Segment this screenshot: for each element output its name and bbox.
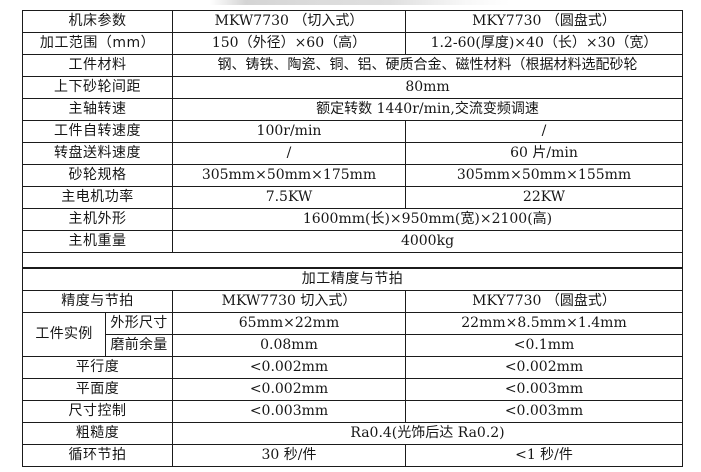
row-label: 尺寸控制	[22, 400, 173, 423]
row-value-mkw: 150（外径）×60（高）	[172, 32, 406, 55]
row-label: 平行度	[22, 356, 173, 379]
row-value-mky: <0.002mm	[405, 356, 683, 379]
accuracy-table: 加工精度与节拍 精度与节拍 MKW7730 切入式） MKY7730 （圆盘式）…	[22, 268, 683, 467]
row-value-mky: 22KW	[405, 186, 683, 209]
row-value-mkw: 305mm×50mm×175mm	[172, 164, 406, 187]
row-value-mky: /	[405, 120, 683, 143]
row-value-mky: <0.003mm	[405, 400, 683, 423]
accuracy-header-col-mky: MKY7730 （圆盘式）	[405, 290, 683, 313]
row-label: 主轴转速	[22, 98, 173, 121]
row-value-mkw: <0.003mm	[172, 400, 406, 423]
table-row: 上下砂轮间距 80mm	[22, 76, 683, 99]
table-row: 工件自转速度 100r/min /	[22, 120, 683, 143]
row-label: 砂轮规格	[22, 164, 173, 187]
row-value-mkw: 7.5KW	[172, 186, 406, 209]
row-label: 加工范围（mm）	[22, 32, 173, 55]
table-row: 主机外形 1600mm(长)×950mm(宽)×2100(高)	[22, 208, 683, 231]
row-value-merged: 80mm	[172, 76, 683, 99]
table-row: 平面度 <0.002mm <0.003mm	[22, 378, 683, 401]
specification-sheet: 机床参数 MKW7730 （切入式） MKY7730 （圆盘式） 加工范围（mm…	[22, 10, 683, 467]
row-label: 上下砂轮间距	[22, 76, 173, 99]
row-value-mkw: 30 秒/件	[172, 444, 406, 467]
table-row: 循环节拍 30 秒/件 <1 秒/件	[22, 444, 683, 467]
header-col-mkw: MKW7730 （切入式）	[172, 10, 406, 33]
accuracy-header-col-mkw: MKW7730 切入式）	[172, 290, 406, 313]
row-label: 循环节拍	[22, 444, 173, 467]
row-label: 工件自转速度	[22, 120, 173, 143]
table-row: 主机重量 4000kg	[22, 230, 683, 253]
row-value-mky: 22mm×8.5mm×1.4mm	[405, 312, 683, 335]
row-value-mkw: /	[172, 142, 406, 165]
row-label: 主电机功率	[22, 186, 173, 209]
table-row-header: 精度与节拍 MKW7730 切入式） MKY7730 （圆盘式）	[22, 290, 683, 313]
row-label: 转盘送料速度	[22, 142, 173, 165]
row-value-merged: 钢、铸铁、陶瓷、铜、铝、硬质合金、磁性材料（根据材料选配砂轮	[172, 54, 683, 77]
table-row: 工件材料 钢、铸铁、陶瓷、铜、铝、硬质合金、磁性材料（根据材料选配砂轮	[22, 54, 683, 77]
table-row: 工件实例 外形尺寸 65mm×22mm 22mm×8.5mm×1.4mm	[22, 312, 683, 357]
table-row: 加工范围（mm） 150（外径）×60（高） 1.2-60(厚度)×40（长）×…	[22, 32, 683, 55]
accuracy-section-title: 加工精度与节拍	[22, 268, 683, 291]
row-label: 工件材料	[22, 54, 173, 77]
table-row-header: 机床参数 MKW7730 （切入式） MKY7730 （圆盘式）	[22, 10, 683, 33]
workpiece-sub-label: 磨前余量	[105, 334, 173, 357]
row-value-mkw: 65mm×22mm	[172, 312, 406, 335]
table-row: 主轴转速 额定转数 1440r/min,交流变频调速	[22, 98, 683, 121]
scan-artifact	[210, 0, 510, 5]
row-value-merged: Ra0.4(光饰后达 Ra0.2)	[172, 422, 683, 445]
table-row-section-title: 加工精度与节拍	[22, 268, 683, 291]
row-value-merged: 4000kg	[172, 230, 683, 253]
row-value-mky: <0.1mm	[405, 334, 683, 357]
table-row: 转盘送料速度 / 60 片/min	[22, 142, 683, 165]
row-value-merged: 1600mm(长)×950mm(宽)×2100(高)	[172, 208, 683, 231]
row-value-merged: 额定转数 1440r/min,交流变频调速	[172, 98, 683, 121]
machine-specs-table: 机床参数 MKW7730 （切入式） MKY7730 （圆盘式） 加工范围（mm…	[22, 10, 683, 268]
row-label: 主机重量	[22, 230, 173, 253]
row-value-mky: 60 片/min	[405, 142, 683, 165]
row-value-mkw: <0.002mm	[172, 378, 406, 401]
row-value-mkw: 0.08mm	[172, 334, 406, 357]
row-value-mky: 305mm×50mm×155mm	[405, 164, 683, 187]
row-label: 平面度	[22, 378, 173, 401]
row-value-mky: <1 秒/件	[405, 444, 683, 467]
table-row: 砂轮规格 305mm×50mm×175mm 305mm×50mm×155mm	[22, 164, 683, 187]
header-param-label: 机床参数	[22, 10, 173, 33]
workpiece-example-label: 工件实例	[22, 312, 106, 357]
row-value-mky: 1.2-60(厚度)×40（长）×30（宽）	[405, 32, 683, 55]
row-label: 主机外形	[22, 208, 173, 231]
workpiece-sub-label: 外形尺寸	[105, 312, 173, 335]
row-value-mky: <0.003mm	[405, 378, 683, 401]
spacer-cell	[22, 252, 683, 268]
row-label: 粗糙度	[22, 422, 173, 445]
table-row: 平行度 <0.002mm <0.002mm	[22, 356, 683, 379]
row-value-mkw: 100r/min	[172, 120, 406, 143]
row-value-mkw: <0.002mm	[172, 356, 406, 379]
accuracy-header-param-label: 精度与节拍	[22, 290, 173, 313]
table-spacer-row	[22, 252, 683, 268]
table-row: 主电机功率 7.5KW 22KW	[22, 186, 683, 209]
table-row: 粗糙度 Ra0.4(光饰后达 Ra0.2)	[22, 422, 683, 445]
header-col-mky: MKY7730 （圆盘式）	[405, 10, 683, 33]
table-row: 尺寸控制 <0.003mm <0.003mm	[22, 400, 683, 423]
table-row: 磨前余量 0.08mm <0.1mm	[23, 334, 683, 357]
